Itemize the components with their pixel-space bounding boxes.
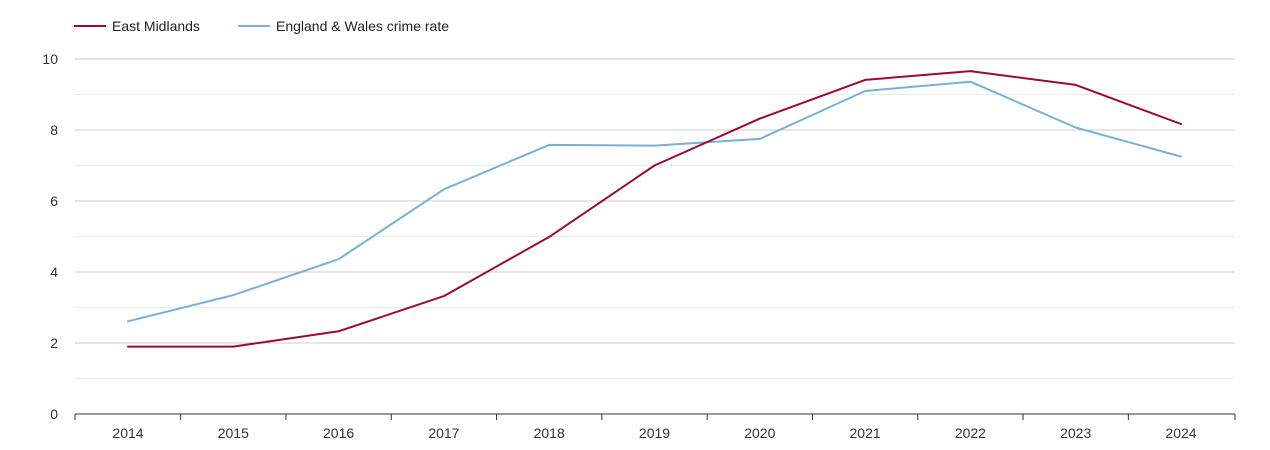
x-tick-label: 2017: [428, 425, 459, 441]
legend-label-east-midlands: East Midlands: [112, 18, 200, 34]
x-tick-label: 2019: [639, 425, 670, 441]
series-line-east-midlands: [127, 70, 1182, 348]
x-tick-label: 2024: [1165, 425, 1196, 441]
series-layer: [127, 70, 1182, 348]
y-axis: 0 2 4 6 8 10: [42, 51, 58, 422]
x-tick-label: 2021: [850, 425, 881, 441]
x-tick-label: 2022: [955, 425, 986, 441]
y-tick-label: 8: [50, 122, 58, 138]
y-tick-label: 6: [50, 193, 58, 209]
legend: East Midlands England & Wales crime rate: [74, 18, 449, 34]
y-tick-label: 4: [50, 264, 58, 280]
x-tick-label: 2016: [323, 425, 354, 441]
x-tick-label: 2014: [112, 425, 143, 441]
legend-item-england-wales[interactable]: England & Wales crime rate: [238, 18, 449, 34]
x-tick-label: 2020: [744, 425, 775, 441]
y-tick-label: 10: [42, 51, 58, 67]
series-line-england-wales-crime-rate: [127, 80, 1182, 323]
x-axis: 2014 2015 2016 2017 2018 2019 2020 2021 2022 2023…: [74, 413, 1236, 441]
grid: [75, 58, 1235, 379]
x-tick-label: 2023: [1060, 425, 1091, 441]
legend-label-england-wales: England & Wales crime rate: [276, 18, 449, 34]
x-tick-label: 2015: [218, 425, 249, 441]
y-tick-label: 0: [50, 406, 58, 422]
x-tick-label: 2018: [534, 425, 565, 441]
y-tick-label: 2: [50, 335, 58, 351]
legend-item-east-midlands[interactable]: East Midlands: [74, 18, 200, 34]
